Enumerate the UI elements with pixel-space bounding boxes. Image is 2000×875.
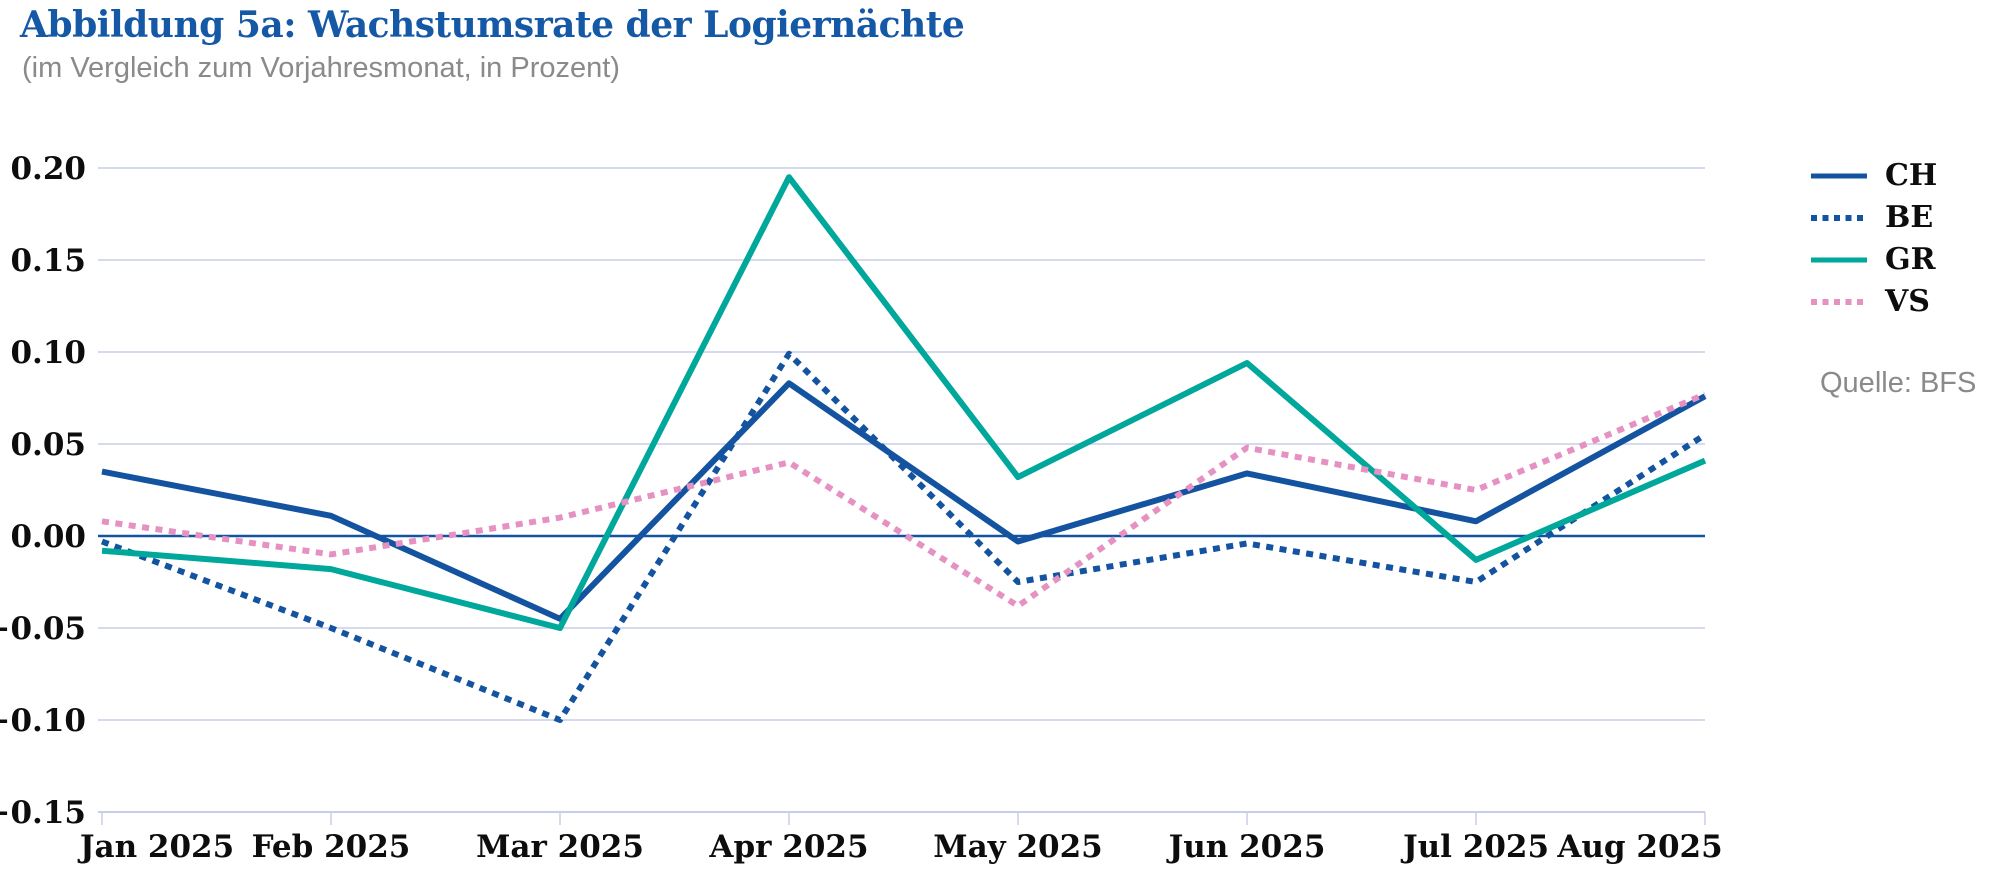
y-axis-tick-label: −0.05 [0, 611, 86, 647]
x-axis-tick-label: Jul 2025 [1400, 829, 1549, 865]
x-axis-tick-label: Jun 2025 [1166, 829, 1326, 865]
legend-item-vs: VS [1810, 281, 1937, 323]
y-axis-tick-label: 0.00 [10, 519, 86, 555]
legend-swatch-dotted-line-icon [1811, 299, 1867, 305]
legend-swatch-dotted-line-icon [1811, 215, 1867, 221]
figure-subtitle: (im Vergleich zum Vorjahresmonat, in Pro… [22, 52, 620, 84]
y-axis-tick-label: 0.05 [10, 427, 86, 463]
y-axis-tick-label: −0.15 [0, 795, 86, 831]
x-axis-tick-label: Apr 2025 [708, 829, 868, 865]
source-label: Quelle: BFS [1820, 367, 1977, 399]
legend-item-ch: CH [1810, 155, 1937, 197]
series-line-be [100, 350, 1707, 723]
series-line-ch [101, 380, 1707, 622]
legend-item-be: BE [1810, 197, 1937, 239]
x-axis-tick-label: Feb 2025 [252, 829, 411, 865]
series-line-gr [101, 174, 1707, 631]
y-axis-tick-label: 0.20 [10, 151, 86, 187]
x-axis-tick-label: Aug 2025 [1556, 829, 1722, 865]
legend-swatch-solid-line-icon [1811, 257, 1867, 263]
legend-item-gr: GR [1810, 239, 1937, 281]
y-axis-tick-label: −0.10 [0, 703, 86, 739]
legend-swatch-solid-line-icon [1811, 173, 1867, 179]
chart-legend: CH BE GR VS [1810, 155, 1937, 323]
y-axis-tick-label: 0.15 [10, 243, 86, 279]
legend-label: GR [1885, 242, 1936, 277]
series-line-vs [101, 391, 1707, 609]
legend-label: VS [1885, 284, 1930, 319]
x-axis-tick-label: Jan 2025 [77, 829, 234, 865]
legend-label: CH [1885, 158, 1938, 193]
y-axis-tick-label: 0.10 [10, 335, 86, 371]
x-axis-tick-label: May 2025 [933, 829, 1103, 865]
x-axis-tick-label: Mar 2025 [476, 829, 644, 865]
legend-label: BE [1885, 200, 1934, 235]
figure-title: Abbildung 5a: Wachstumsrate der Logiernä… [20, 4, 965, 46]
